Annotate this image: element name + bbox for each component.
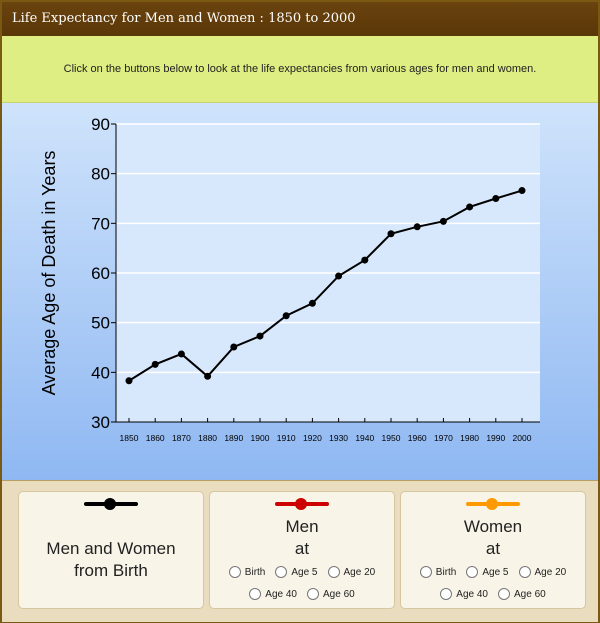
data-point [204,372,212,380]
data-point [177,350,185,358]
x-tick-label: 1920 [303,433,322,443]
x-tick-label: 1850 [120,433,139,443]
radio-icon[interactable] [419,566,432,578]
x-tick-label: 2000 [513,433,532,443]
radio-icon[interactable] [440,588,453,600]
radio-icon[interactable] [249,588,262,600]
instruction-text: Click on the buttons below to look at th… [2,36,598,103]
men-women-label-line1: Men and Women [46,539,176,558]
men-radio-birth[interactable]: Birth [228,566,265,578]
data-point [308,299,316,307]
data-point [492,195,500,202]
data-point [439,217,447,225]
women-radio-age20[interactable]: Age 20 [518,566,566,578]
men-radio-age5[interactable]: Age 5 [275,566,318,578]
y-axis-label: Average Age of Death in Years [39,151,59,396]
y-tick-label: 90 [91,115,110,134]
data-point [125,377,133,385]
women-options-row2: Age 40 Age 60 [401,588,585,600]
women-radio-age5[interactable]: Age 5 [466,566,509,578]
data-point [151,360,159,368]
x-tick-label: 1890 [224,433,243,443]
data-point [361,256,369,264]
women-card: Women at Birth Age 5 Age 20 Age 40 Age 6… [400,491,586,609]
men-options-row2: Age 40 Age 60 [210,588,394,600]
x-tick-label: 1900 [251,433,270,443]
men-at: at [294,539,310,558]
men-radio-age20[interactable]: Age 20 [327,566,375,578]
data-point [282,312,290,320]
radio-icon[interactable] [228,566,241,578]
men-women-swatch [84,498,138,510]
data-point [518,187,526,195]
chart-panel: 30 40 50 60 70 80 90 1850 1860 1870 1880 1890 1900 1… [2,103,598,480]
women-options-row1: Birth Age 5 Age 20 [401,566,585,578]
x-tick-label: 1960 [408,433,427,443]
women-at: at [485,539,501,558]
men-women-label-line2: from Birth [74,561,148,580]
men-swatch [275,498,329,510]
y-tick-label: 70 [91,214,110,233]
controls-panel: Men and Women from Birth Men at Birth Ag… [2,480,598,622]
women-swatch [466,498,520,510]
data-point [230,343,238,351]
men-radio-age40[interactable]: Age 40 [249,588,297,600]
y-tick-label: 30 [91,413,110,432]
radio-icon[interactable] [466,566,479,578]
x-tick-label: 1990 [486,433,505,443]
life-expectancy-chart: 30 40 50 60 70 80 90 1850 1860 1870 1880 1890 1900 1… [39,115,540,443]
women-radio-birth[interactable]: Birth [419,566,456,578]
men-radio-age60[interactable]: Age 60 [307,588,355,600]
men-title: Men [285,517,319,536]
women-radio-age60[interactable]: Age 60 [498,588,546,600]
men-women-from-birth-button[interactable]: Men and Women from Birth [18,491,204,609]
y-tick-label: 80 [91,165,110,184]
radio-icon[interactable] [518,566,531,578]
x-tick-label: 1910 [277,433,296,443]
data-point [413,223,421,231]
men-card: Men at Birth Age 5 Age 20 Age 40 Age 60 [209,491,395,609]
women-title: Women [463,517,523,536]
y-tick-label: 60 [91,264,110,283]
x-tick-label: 1980 [460,433,479,443]
data-point [335,272,343,280]
data-point [466,203,474,211]
x-tick-label: 1930 [329,433,348,443]
x-tick-label: 1940 [355,433,374,443]
x-tick-label: 1970 [434,433,453,443]
series-line [128,189,523,382]
data-point [387,230,395,238]
x-tick-label: 1950 [382,433,401,443]
radio-icon[interactable] [275,566,288,578]
women-radio-age40[interactable]: Age 40 [440,588,488,600]
radio-icon[interactable] [307,588,319,600]
x-tick-label: 1860 [146,433,165,443]
men-options-row1: Birth Age 5 Age 20 [210,566,394,578]
x-tick-label: 1880 [198,433,217,443]
data-point [256,332,264,340]
radio-icon[interactable] [327,566,340,578]
radio-icon[interactable] [498,588,510,600]
y-tick-label: 40 [91,363,110,382]
y-tick-label: 50 [91,314,110,333]
x-tick-label: 1870 [172,433,191,443]
window-title: Life Expectancy for Men and Women : 1850… [2,2,598,36]
